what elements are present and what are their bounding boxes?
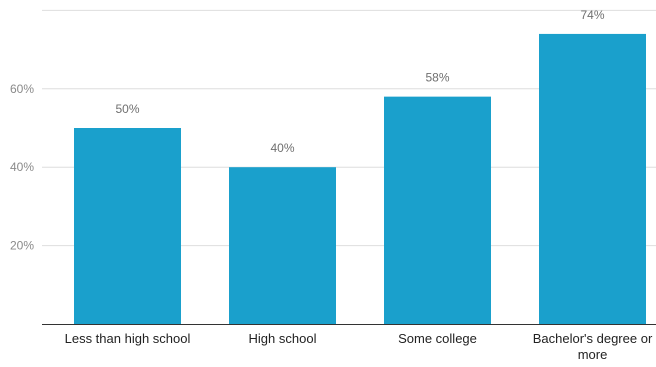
x-category-label: Bachelor's degree or [533,331,653,346]
y-axis-ticks: 20% 40% 60% [10,82,34,253]
x-category-label: more [578,347,608,362]
y-tick-label: 40% [10,160,34,174]
x-category-label: Some college [398,331,477,346]
data-labels: 50% 40% 58% 74% [115,8,604,155]
bar [74,128,181,324]
x-axis-labels: Less than high school High school Some col… [65,331,653,362]
y-tick-label: 60% [10,82,34,96]
bar [384,96,491,324]
bars [74,33,646,325]
data-label: 40% [270,141,294,155]
bar [229,167,336,324]
data-label: 74% [580,8,604,22]
data-label: 50% [115,102,139,116]
bar [539,33,646,325]
y-tick-label: 20% [10,239,34,253]
x-category-label: Less than high school [65,331,191,346]
data-label: 58% [425,71,449,85]
x-category-label: High school [249,331,317,346]
